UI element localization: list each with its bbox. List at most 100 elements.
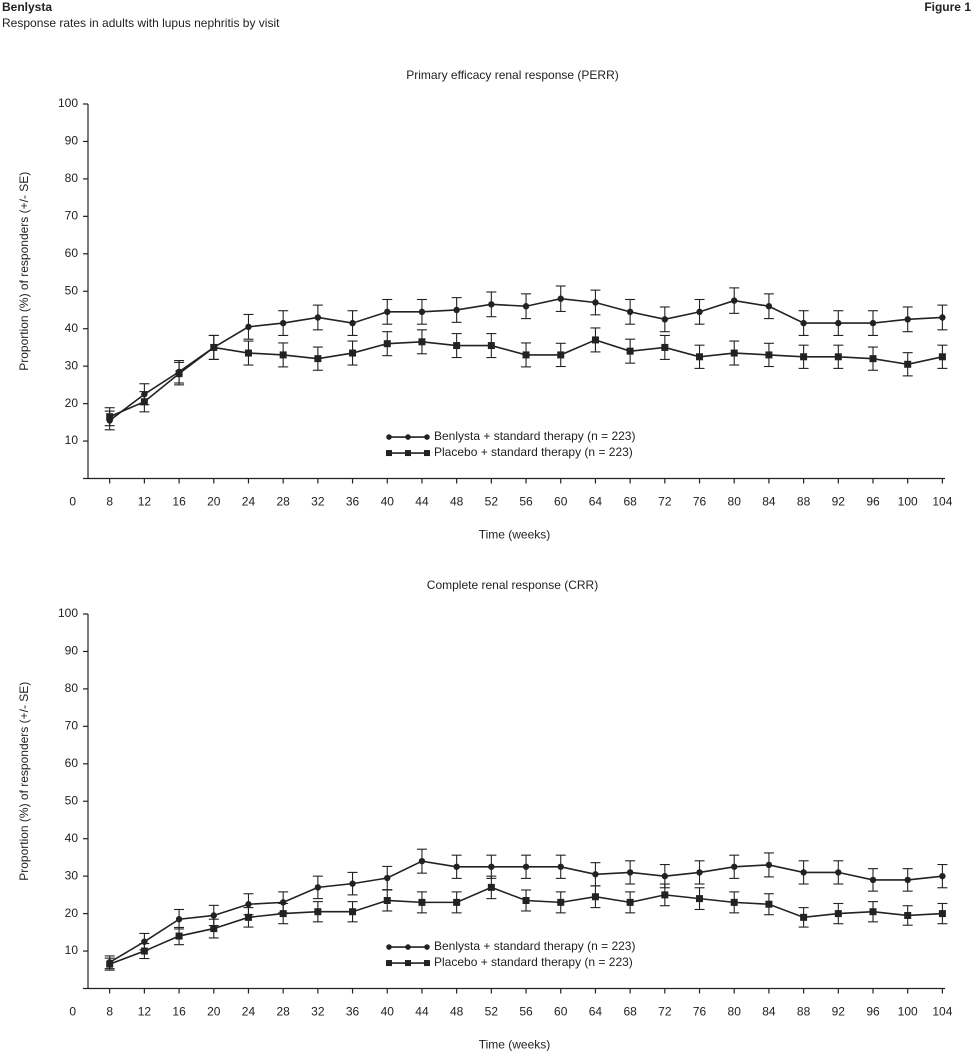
marker — [869, 908, 877, 916]
marker — [175, 932, 183, 940]
marker — [383, 340, 391, 348]
marker — [626, 898, 634, 906]
marker — [835, 319, 842, 327]
legend-marker — [405, 960, 411, 967]
x-tick-label: 8 — [106, 1005, 113, 1019]
marker — [349, 880, 356, 887]
legend-label: Placebo + standard therapy (n = 223) — [434, 955, 633, 969]
y-axis-label: Proportion (%) of responders (+/- SE) — [17, 172, 31, 371]
x-tick-label: 16 — [172, 1005, 186, 1019]
marker — [210, 925, 218, 933]
x-tick-label: 100 — [898, 495, 918, 509]
y-tick-label: 40 — [65, 831, 79, 845]
marker — [661, 343, 669, 351]
marker — [904, 360, 912, 368]
chart-title: Complete renal response (CRR) — [427, 578, 598, 592]
marker — [418, 338, 426, 346]
x-tick-label: 40 — [381, 1005, 395, 1019]
marker — [591, 336, 599, 344]
marker — [834, 910, 842, 918]
marker — [869, 319, 877, 327]
y-tick-label: 10 — [65, 433, 79, 447]
y-tick-label: 30 — [65, 358, 79, 372]
marker — [869, 355, 877, 363]
chart-title: Primary efficacy renal response (PERR) — [406, 68, 619, 82]
marker — [314, 884, 322, 891]
legend-marker — [424, 944, 430, 950]
y-tick-label: 60 — [65, 246, 79, 260]
marker — [557, 295, 564, 302]
y-tick-label: 60 — [65, 756, 79, 770]
legend-label: Placebo + standard therapy (n = 223) — [434, 445, 633, 459]
y-tick-label: 40 — [65, 321, 79, 335]
marker — [696, 353, 704, 361]
marker — [904, 911, 912, 919]
y-tick-label: 70 — [65, 719, 79, 733]
marker — [453, 863, 460, 870]
marker — [279, 319, 287, 327]
y-tick-label: 90 — [65, 644, 79, 658]
x-tick-label: 64 — [589, 495, 603, 509]
marker — [904, 876, 911, 884]
x-tick-label: 32 — [311, 495, 325, 509]
marker — [418, 308, 426, 316]
header-title: Benlysta — [2, 0, 52, 14]
marker — [488, 863, 495, 870]
marker — [488, 301, 495, 308]
x-tick-label: 64 — [589, 1005, 603, 1019]
marker — [349, 908, 357, 916]
x-tick-label: 28 — [276, 1005, 290, 1019]
x-tick-label: 52 — [485, 1005, 499, 1019]
y-tick-label: 0 — [69, 1005, 76, 1019]
x-tick-label: 100 — [898, 1005, 918, 1019]
x-tick-label: 56 — [519, 495, 533, 509]
marker — [938, 353, 946, 361]
legend-label: Benlysta + standard therapy (n = 223) — [434, 429, 635, 443]
x-tick-label: 20 — [207, 1005, 221, 1019]
x-tick-label: 40 — [381, 495, 395, 509]
x-tick-label: 68 — [623, 1005, 637, 1019]
marker — [210, 343, 218, 351]
marker — [140, 398, 148, 406]
marker — [557, 863, 564, 870]
x-tick-label: 16 — [172, 495, 186, 509]
y-tick-label: 20 — [65, 906, 79, 920]
marker — [453, 306, 460, 314]
x-tick-label: 48 — [450, 1005, 464, 1019]
marker — [349, 319, 356, 327]
x-tick-label: 92 — [832, 495, 846, 509]
marker — [661, 872, 669, 880]
x-tick-label: 28 — [276, 495, 290, 509]
x-tick-label: 72 — [658, 1005, 672, 1019]
marker — [245, 323, 252, 331]
legend-marker — [424, 434, 430, 440]
marker — [626, 308, 634, 316]
marker — [175, 916, 183, 923]
x-tick-label: 8 — [106, 495, 113, 509]
marker — [869, 876, 877, 884]
marker — [279, 351, 287, 359]
marker — [314, 355, 322, 363]
marker — [487, 883, 495, 891]
y-tick-label: 0 — [69, 495, 76, 509]
marker — [244, 913, 252, 921]
x-tick-label: 44 — [415, 1005, 429, 1019]
x-tick-label: 60 — [554, 495, 568, 509]
marker — [244, 349, 252, 357]
marker — [696, 895, 704, 903]
marker — [487, 342, 495, 350]
x-tick-label: 12 — [138, 1005, 152, 1019]
marker — [453, 898, 461, 906]
marker — [384, 308, 391, 316]
marker — [938, 910, 946, 918]
marker — [557, 351, 565, 359]
marker — [522, 351, 530, 359]
header-subtitle: Response rates in adults with lupus neph… — [2, 16, 280, 30]
marker — [939, 872, 946, 880]
x-tick-label: 84 — [762, 1005, 776, 1019]
legend-marker — [405, 434, 411, 440]
x-tick-label: 48 — [450, 495, 464, 509]
marker — [834, 353, 842, 361]
x-axis-label: Time (weeks) — [479, 1038, 551, 1052]
marker — [140, 947, 148, 955]
